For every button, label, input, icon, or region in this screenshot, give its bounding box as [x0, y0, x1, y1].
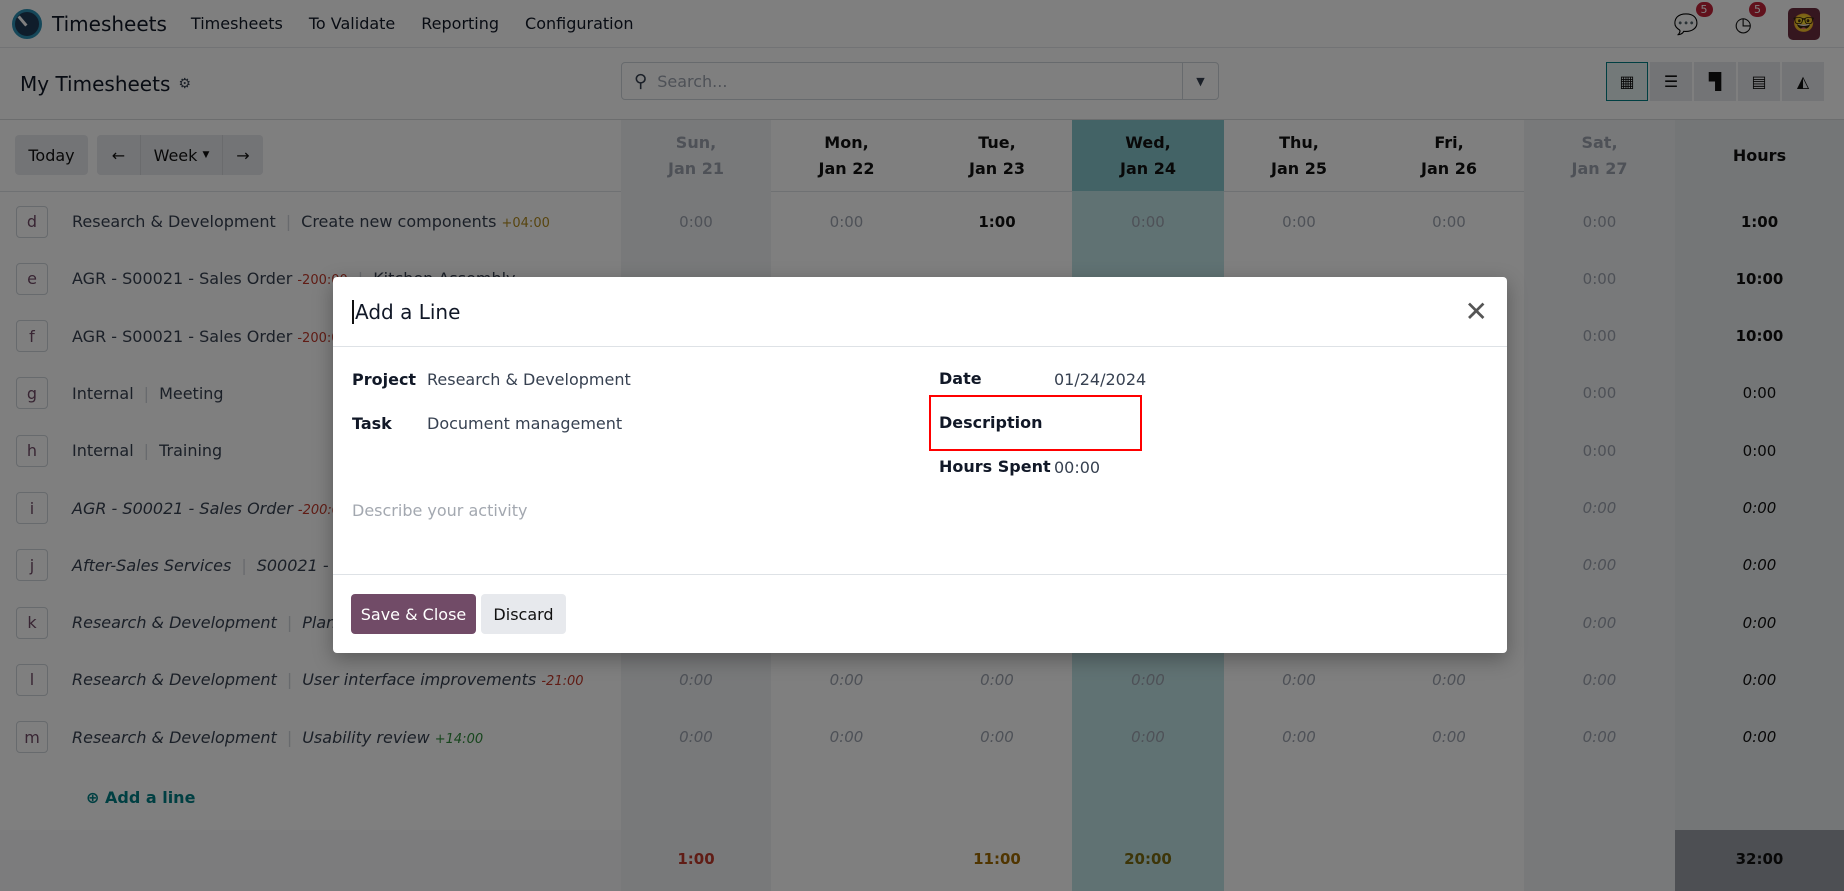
dialog-title: Add a Line [355, 299, 461, 324]
description-label: Description [939, 413, 1043, 432]
description-highlight-box [929, 395, 1142, 451]
task-field[interactable]: Document management [427, 414, 623, 433]
hours-spent-field[interactable]: 00:00 [1054, 458, 1101, 477]
project-field[interactable]: Research & Development [427, 370, 631, 389]
add-line-dialog: Add a Line ✕ Project Research & Developm… [333, 277, 1507, 653]
project-label: Project [352, 370, 417, 389]
close-icon[interactable]: ✕ [1464, 295, 1488, 328]
task-label: Task [352, 414, 392, 433]
hours-spent-label: Hours Spent [939, 457, 1051, 476]
discard-button[interactable]: Discard [481, 594, 566, 634]
activity-description-input[interactable]: Describe your activity [352, 501, 528, 520]
dialog-footer: Save & Close Discard [333, 574, 1507, 653]
save-close-button[interactable]: Save & Close [351, 594, 476, 634]
date-label: Date [939, 369, 982, 388]
date-field[interactable]: 01/24/2024 [1054, 370, 1147, 389]
